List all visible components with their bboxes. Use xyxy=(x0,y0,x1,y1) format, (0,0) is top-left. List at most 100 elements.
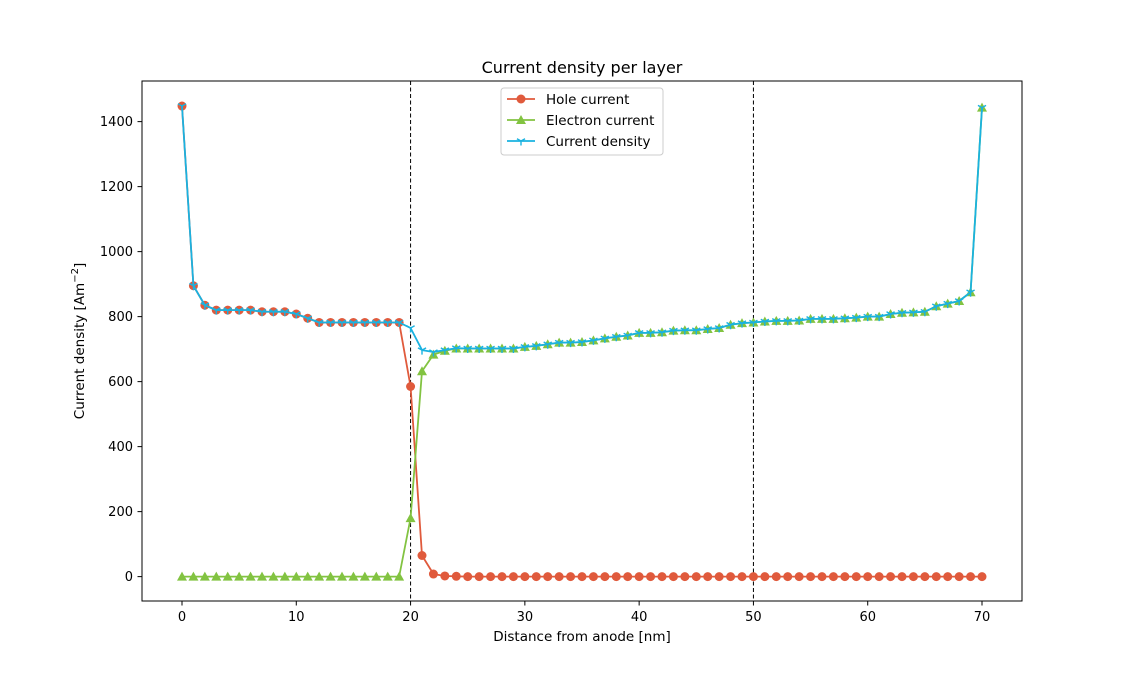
current-density-point xyxy=(509,345,518,353)
current-density-point xyxy=(749,319,758,327)
current-density-point xyxy=(714,325,724,333)
plot-area xyxy=(177,81,987,601)
hole-current-point xyxy=(611,572,621,582)
hole-current-point xyxy=(828,572,838,582)
electron-current-point xyxy=(268,571,279,581)
y-tick-label: 600 xyxy=(108,375,133,390)
hole-current-point xyxy=(463,572,473,582)
hole-current-point xyxy=(806,572,816,582)
current-density-point xyxy=(886,311,895,319)
current-density-point xyxy=(417,347,427,355)
legend-marker-current-density xyxy=(516,138,526,146)
hole-current-point xyxy=(931,572,941,582)
legend-label-current-density: Current density xyxy=(546,134,651,150)
current-density-point xyxy=(817,316,827,324)
current-density-point xyxy=(429,349,438,357)
current-density-point xyxy=(543,341,553,349)
hole-current-point xyxy=(486,572,496,582)
electron-current-point xyxy=(382,571,393,581)
axes-frame xyxy=(141,80,1023,602)
current-density-point xyxy=(257,308,267,317)
current-density-point xyxy=(246,307,255,315)
y-axis-label-main: Current density [Am xyxy=(72,283,88,419)
legend: Hole current Electron current Current dens… xyxy=(500,87,664,156)
x-tick-label: 60 xyxy=(859,610,876,625)
hole-current-point xyxy=(943,572,953,582)
x-tick-label: 50 xyxy=(745,610,762,625)
electron-current-point xyxy=(417,366,427,376)
electron-current-point xyxy=(325,571,336,581)
current-density-point xyxy=(451,345,461,353)
electron-current-point xyxy=(394,571,405,581)
electron-current-point xyxy=(199,571,210,581)
chart-title: Current density per layer xyxy=(482,58,683,77)
current-density-point xyxy=(177,103,187,111)
electron-current-point xyxy=(234,571,245,581)
current-density-point xyxy=(737,320,747,328)
hole-current-point xyxy=(497,572,507,582)
hole-current-point xyxy=(920,572,930,582)
hole-current-point xyxy=(577,572,587,582)
hole-current-point xyxy=(760,572,770,582)
current-density-point xyxy=(406,325,415,333)
electron-current-point xyxy=(222,571,233,581)
current-density-point xyxy=(680,327,690,335)
y-tick-label: 0 xyxy=(125,570,133,585)
hole-current-point xyxy=(451,571,461,581)
current-density-point xyxy=(371,319,381,327)
hole-current-point xyxy=(874,572,884,582)
y-axis-label-end: ] xyxy=(72,263,88,268)
electron-current-point xyxy=(302,571,313,581)
hole-current-point xyxy=(771,572,781,582)
hole-current-point xyxy=(417,551,427,560)
hole-current-point xyxy=(634,572,644,582)
current-density-point xyxy=(577,339,587,347)
y-tick-label: 400 xyxy=(108,440,133,455)
hole-current-point xyxy=(897,572,907,582)
x-tick-label: 10 xyxy=(288,610,305,625)
hole-current-point xyxy=(691,572,701,582)
current-density-point xyxy=(840,315,850,323)
current-density-point xyxy=(726,321,735,330)
current-density-point xyxy=(703,326,713,334)
current-density-point xyxy=(634,330,644,338)
hole-current-point xyxy=(863,572,873,582)
hole-current-point xyxy=(794,572,804,582)
current-density-point xyxy=(931,303,941,311)
hole-current-point xyxy=(851,572,861,582)
current-density-point xyxy=(646,330,655,338)
hole-current-point xyxy=(554,572,564,582)
current-density-point xyxy=(486,345,495,353)
hole-current-point xyxy=(588,572,598,582)
current-density-point xyxy=(977,104,987,113)
hole-current-point xyxy=(646,572,656,582)
hole-current-point xyxy=(508,572,518,582)
current-density-point xyxy=(200,302,210,310)
electron-current-point xyxy=(245,571,256,581)
current-density-point xyxy=(554,339,564,348)
current-density-point xyxy=(360,319,370,327)
current-density-point xyxy=(669,327,678,336)
current-density-point xyxy=(794,317,804,326)
current-density-point xyxy=(326,319,335,327)
current-density-point xyxy=(851,314,861,323)
electron-current-point xyxy=(337,571,347,581)
hole-current-point xyxy=(600,572,610,582)
hole-current-point xyxy=(737,572,747,582)
current-density-point xyxy=(303,315,313,323)
legend-marker-electron-current xyxy=(516,115,526,124)
current-density-point xyxy=(234,307,244,315)
current-density-point xyxy=(474,345,484,353)
hole-current-point xyxy=(703,572,713,582)
hole-current-point xyxy=(714,572,724,582)
y-tick-label: 200 xyxy=(108,505,133,520)
hole-current-point xyxy=(474,572,484,582)
current-density-point xyxy=(623,332,633,340)
current-density-point xyxy=(657,329,667,337)
current-density-series xyxy=(177,103,987,357)
x-tick-label: 0 xyxy=(178,610,186,625)
electron-current-point xyxy=(405,513,416,523)
electron-current-point xyxy=(279,571,290,581)
current-density-point xyxy=(909,309,918,317)
